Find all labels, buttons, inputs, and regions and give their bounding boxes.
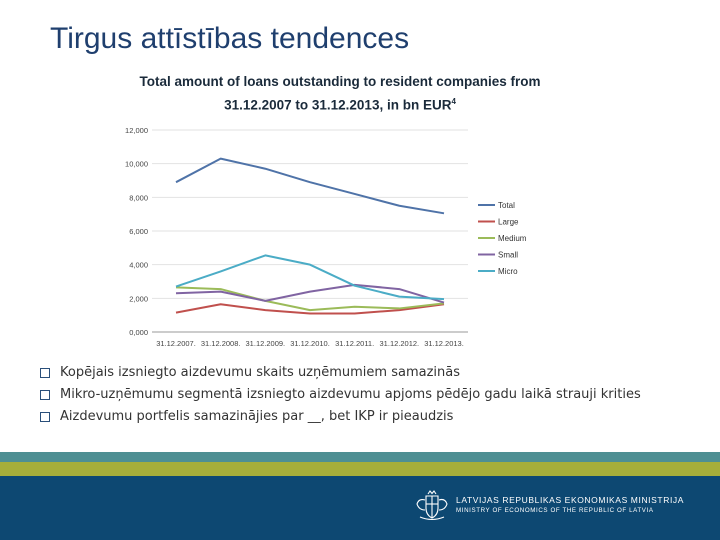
chart-title-footnote: 4 (451, 97, 456, 106)
y-tick-label: 2,000 (129, 294, 148, 303)
series-line-micro (175, 254, 445, 301)
slide-title: Tirgus attīstības tendences (50, 22, 410, 55)
x-tick-label: 31.12.2013. (424, 339, 464, 348)
bullet-text: Mikro-uzņēmumu segmentā izsniegto aizdev… (60, 387, 641, 402)
ministry-name-en: MINISTRY OF ECONOMICS OF THE REPUBLIC OF… (456, 507, 654, 514)
footer-band-teal (0, 452, 720, 462)
series-line-small (175, 283, 445, 304)
x-tick-label: 31.12.2009. (246, 339, 286, 348)
coat-of-arms-icon (416, 490, 448, 521)
chart-title: Total amount of loans outstanding to res… (90, 72, 590, 116)
bullet-item: Aizdevumu portfelis samazinājies par __,… (40, 409, 690, 425)
y-tick-label: 8,000 (129, 193, 148, 202)
footer-band-olive (0, 462, 720, 476)
x-tick-label: 31.12.2008. (201, 339, 241, 348)
y-tick-label: 6,000 (129, 227, 148, 236)
y-tick-label: 0,000 (129, 328, 148, 337)
x-tick-label: 31.12.2012. (380, 339, 420, 348)
bullet-list: Kopējais izsniegto aizdevumu skaits uzņē… (40, 365, 690, 431)
series-line-medium (175, 286, 445, 312)
y-tick-label: 10,000 (125, 160, 148, 169)
legend-label-medium: Medium (498, 234, 527, 243)
series-line-total (175, 157, 445, 215)
legend-label-large: Large (498, 218, 519, 227)
x-tick-label: 31.12.2010. (290, 339, 330, 348)
y-tick-label: 4,000 (129, 261, 148, 270)
checkbox-bullet-icon (40, 390, 50, 400)
checkbox-bullet-icon (40, 368, 50, 378)
x-tick-label: 31.12.2011. (335, 339, 374, 348)
ministry-name-lv: LATVIJAS REPUBLIKAS EKONOMIKAS MINISTRIJ… (456, 495, 685, 505)
bullet-item: Mikro-uzņēmumu segmentā izsniegto aizdev… (40, 387, 690, 403)
chart-title-line-2-text: 31.12.2007 to 31.12.2013, in bn EUR (224, 97, 452, 113)
series-line-large (175, 303, 445, 315)
legend-label-micro: Micro (498, 267, 518, 276)
chart-title-line-2: 31.12.2007 to 31.12.2013, in bn EUR4 (90, 92, 590, 116)
bullet-item: Kopējais izsniegto aizdevumu skaits uzņē… (40, 365, 690, 381)
loans-line-chart: 0,000 2,000 4,000 6,000 8,000 10,000 12,000 31.… (125, 126, 527, 348)
chart-title-line-1: Total amount of loans outstanding to res… (139, 74, 541, 89)
bullet-text: Kopējais izsniegto aizdevumu skaits uzņē… (60, 365, 460, 380)
legend-label-total: Total (498, 201, 515, 210)
bullet-text: Aizdevumu portfelis samazinājies par __,… (60, 409, 454, 424)
footer-band-navy (0, 476, 720, 540)
x-tick-label: 31.12.2007. (156, 339, 196, 348)
y-tick-label: 12,000 (125, 126, 148, 135)
checkbox-bullet-icon (40, 412, 50, 422)
legend-label-small: Small (498, 251, 518, 260)
